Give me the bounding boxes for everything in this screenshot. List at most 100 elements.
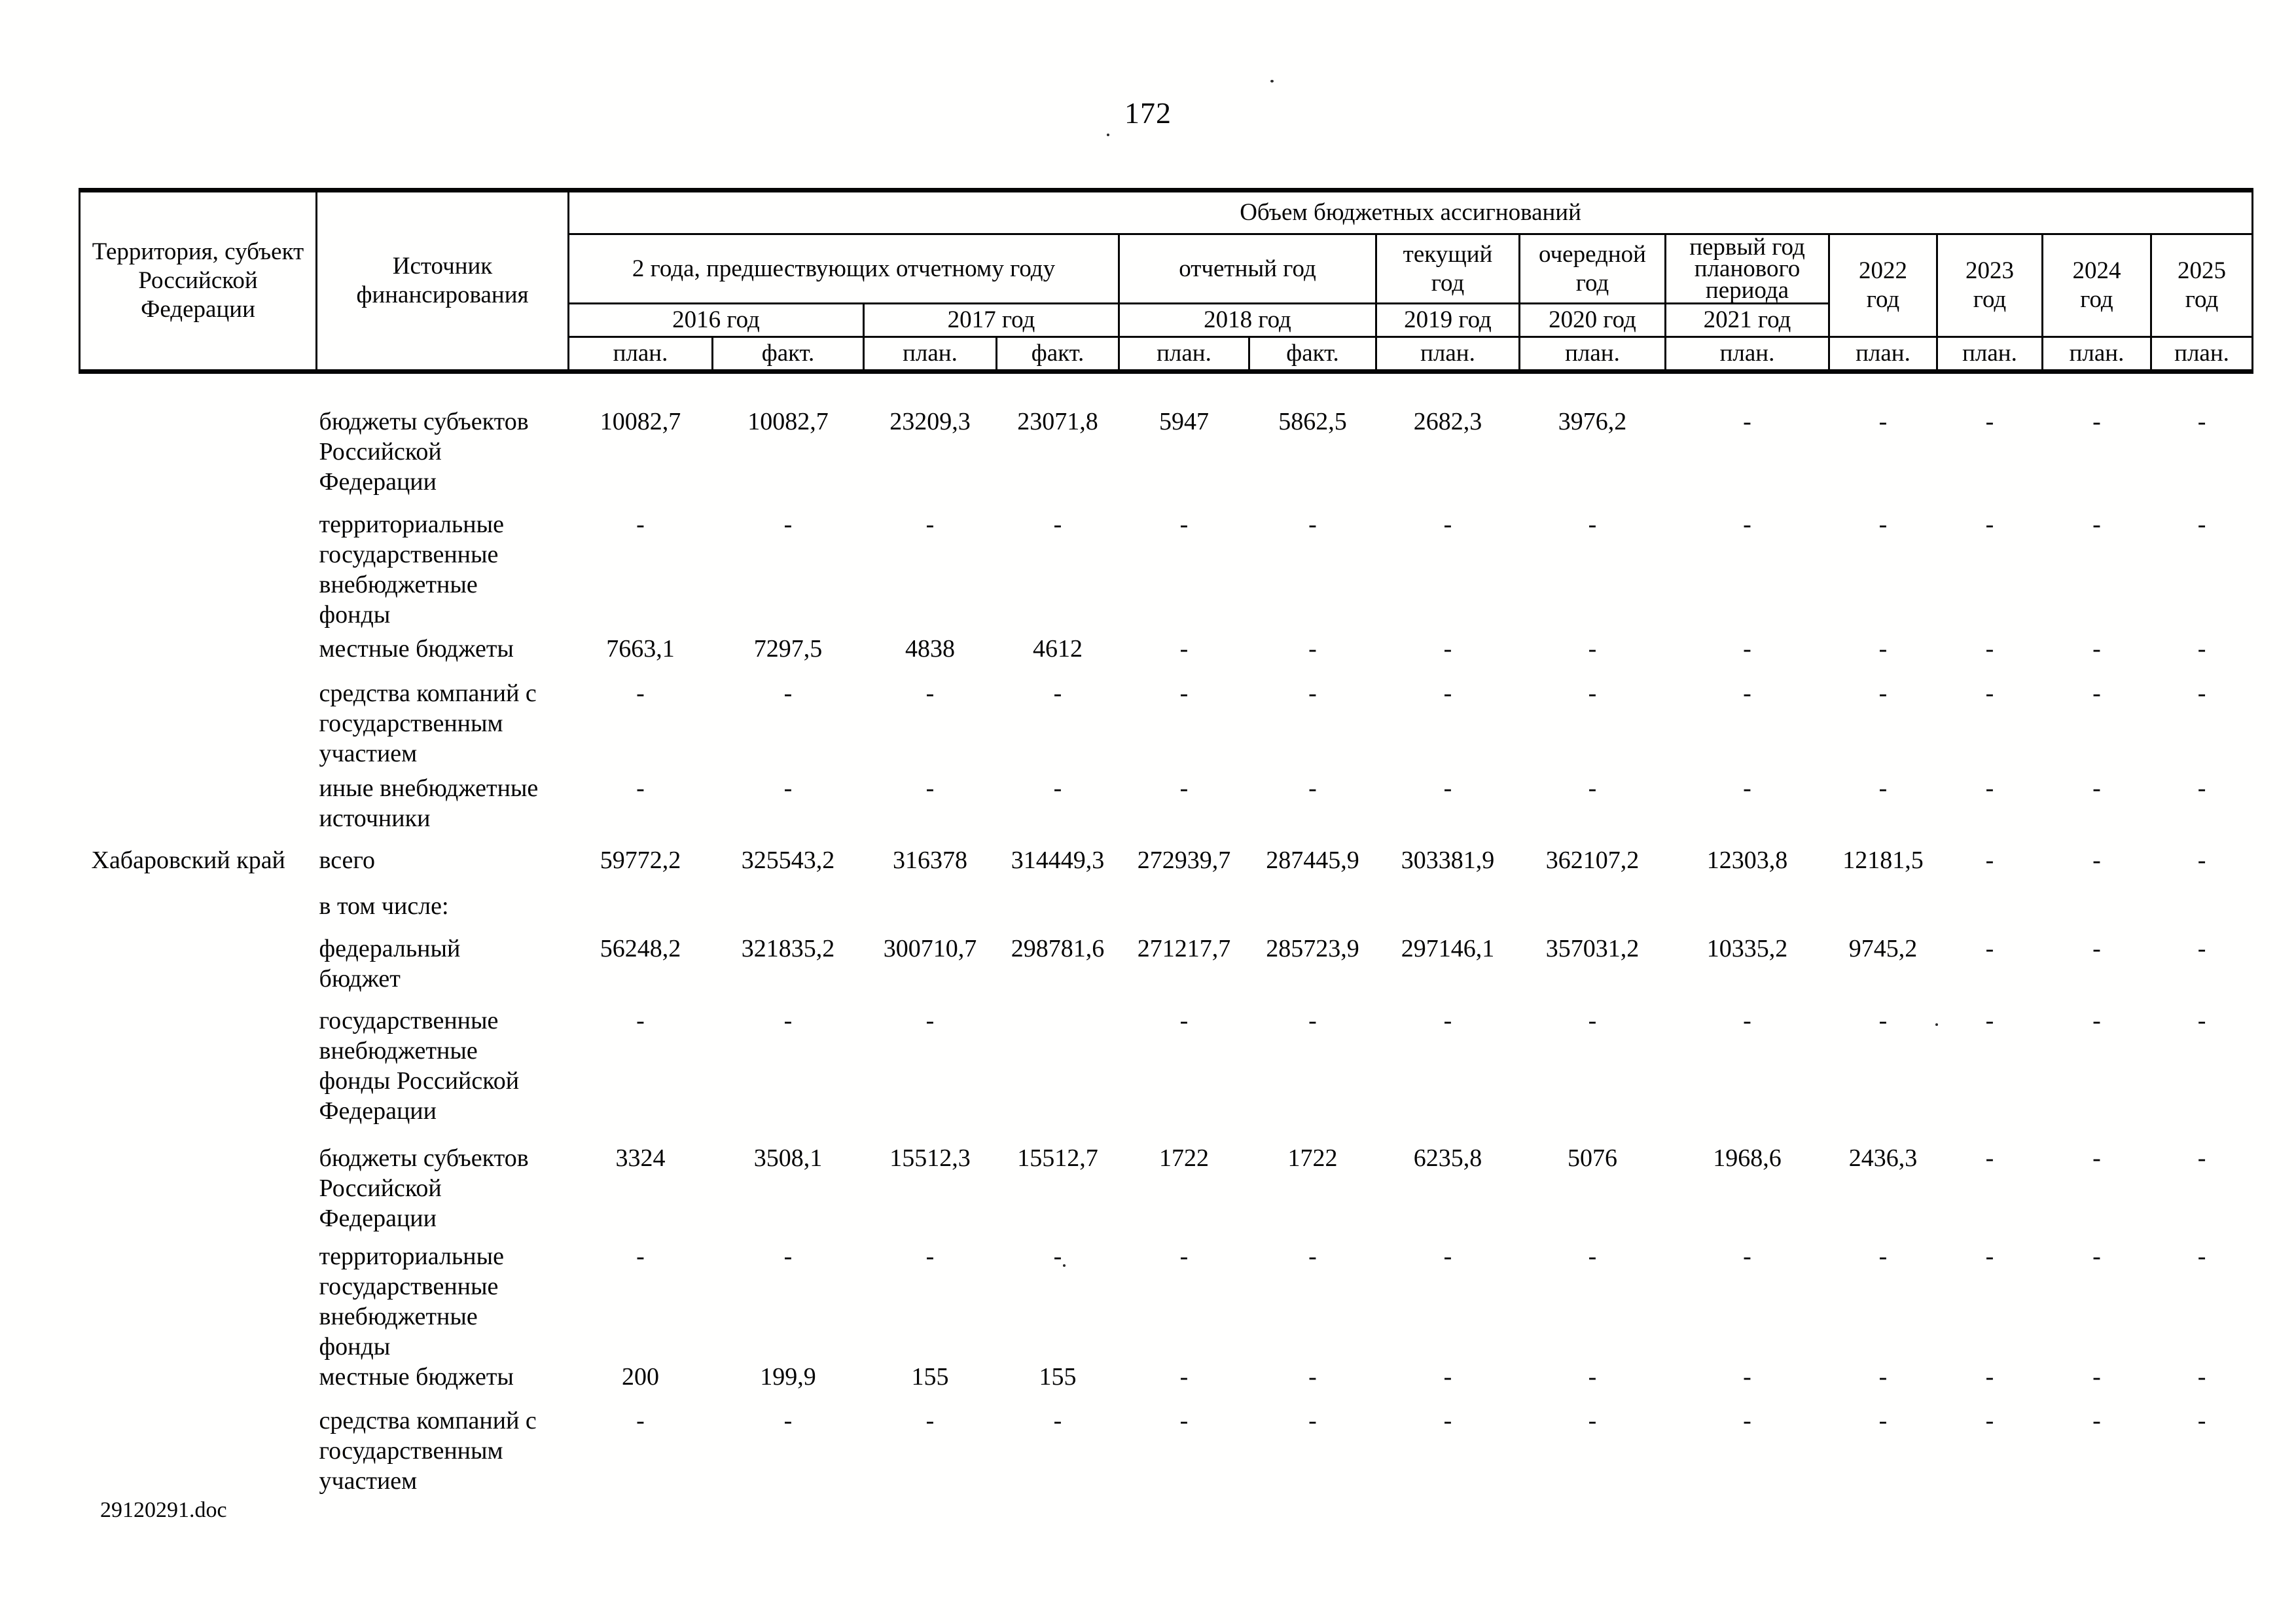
value-cell: - xyxy=(1588,679,1597,707)
value-cell: 23071,8 xyxy=(1017,408,1098,435)
region-cell xyxy=(80,1241,317,1362)
value-cell: 303381,9 xyxy=(1401,846,1495,874)
value-cell: 1722 xyxy=(1287,1144,1338,1172)
value-cell: - xyxy=(1985,1144,1994,1172)
header-year-2025: 2025 год xyxy=(2149,233,2254,338)
value-cell: - xyxy=(1308,634,1317,663)
value-cell: 5947 xyxy=(1159,408,1209,435)
table-row: бюджеты субъектов Российской Федерации 33… xyxy=(80,1143,2253,1241)
value-cell: - xyxy=(2092,774,2101,802)
value-cell: - xyxy=(1743,1242,1751,1270)
value-cell: 3508,1 xyxy=(753,1144,823,1172)
value-cell: - xyxy=(925,1242,935,1270)
value-cell: - xyxy=(1878,1006,1888,1034)
value-cell: 5862,5 xyxy=(1278,408,1347,435)
value-cell: - xyxy=(1985,1242,1994,1270)
value-cell: 287445,9 xyxy=(1266,846,1359,874)
value-cell: - xyxy=(1443,1006,1452,1034)
document-filename: 29120291.doc xyxy=(100,1498,227,1522)
value-cell: 9745,2 xyxy=(1848,934,1918,962)
header-plan-fact-cell: план. xyxy=(863,336,997,374)
value-cell: - xyxy=(1878,679,1888,707)
table-row: Хабаровский край всего 59772,2 325543,2 3163… xyxy=(80,845,2253,891)
value-cell: - xyxy=(1878,1406,1888,1434)
value-cell: - xyxy=(1743,408,1751,435)
value-cell: 321835,2 xyxy=(741,934,835,962)
value-cell: - xyxy=(1985,1406,1994,1434)
value-cell: - xyxy=(1588,634,1597,663)
value-cell: 7297,5 xyxy=(753,634,823,663)
source-cell: в том числе: xyxy=(319,892,449,920)
header-plan-fact-cell: план. xyxy=(2041,336,2152,374)
value-cell: - xyxy=(1308,1362,1317,1391)
value-cell: - xyxy=(2092,1144,2101,1172)
value-cell: - xyxy=(2092,1362,2101,1391)
header-plan-fact-cell: факт. xyxy=(996,336,1120,374)
source-cell: бюджеты субъектов Российской Федерации xyxy=(319,408,529,496)
value-cell: - xyxy=(1179,679,1189,707)
header-source: Источник финансирования xyxy=(315,188,569,374)
value-cell: - xyxy=(1588,1006,1597,1034)
value-cell: - xyxy=(2092,634,2101,663)
value-cell: - xyxy=(1588,774,1597,802)
source-cell: местные бюджеты xyxy=(319,634,514,663)
value-cell: 10082,7 xyxy=(600,408,681,435)
value-cell: - xyxy=(1743,774,1751,802)
value-cell: - xyxy=(1179,634,1189,663)
value-cell: - xyxy=(1443,1406,1452,1434)
value-cell: 7663,1 xyxy=(606,634,675,663)
region-cell xyxy=(80,773,317,845)
table-row: местные бюджеты 200 199,9 155 155 - - - - - - - - - xyxy=(80,1362,2253,1406)
value-cell: - xyxy=(1053,1242,1062,1270)
value-cell: - xyxy=(925,510,935,538)
value-cell: - xyxy=(636,1242,645,1270)
value-cell: - xyxy=(783,1006,793,1034)
header-plan-fact-cell: план. xyxy=(1118,336,1250,374)
value-cell: - xyxy=(1985,679,1994,707)
value-cell: 314449,3 xyxy=(1011,846,1105,874)
value-cell: 297146,1 xyxy=(1401,934,1495,962)
value-cell: 362107,2 xyxy=(1545,846,1640,874)
header-plan-fact-cell: план. xyxy=(2149,336,2254,374)
header-plan-fact-cell: план. xyxy=(1936,336,2043,374)
region-cell xyxy=(80,372,317,509)
value-cell: - xyxy=(1308,1406,1317,1434)
value-cell: - xyxy=(1985,934,1994,962)
value-cell: - xyxy=(1053,510,1062,538)
value-cell: - xyxy=(1985,510,1994,538)
value-cell: - xyxy=(783,1242,793,1270)
value-cell: - xyxy=(1588,510,1597,538)
value-cell: 285723,9 xyxy=(1266,934,1359,962)
value-cell: - xyxy=(1443,1362,1452,1391)
value-cell: - xyxy=(1743,1006,1751,1034)
value-cell: - xyxy=(1443,634,1452,663)
value-cell: - xyxy=(1308,510,1317,538)
value-cell: - xyxy=(2197,679,2206,707)
table-row: бюджеты субъектов Российской Федерации 10… xyxy=(80,372,2253,509)
value-cell: - xyxy=(2092,934,2101,962)
source-cell: государственные внебюджетные фонды Росси… xyxy=(319,1006,520,1125)
value-cell: - xyxy=(1179,1406,1189,1434)
value-cell xyxy=(569,891,713,934)
header-year-2024: 2024 год xyxy=(2041,233,2152,338)
value-cell: - xyxy=(2197,846,2206,874)
value-cell: 12181,5 xyxy=(1842,846,1924,874)
value-cell: 155 xyxy=(911,1362,949,1391)
value-cell: 357031,2 xyxy=(1545,934,1640,962)
value-cell: 272939,7 xyxy=(1137,846,1231,874)
value-cell: - xyxy=(1308,679,1317,707)
scan-speckle xyxy=(1063,1264,1066,1267)
region-cell xyxy=(80,1006,317,1143)
value-cell: - xyxy=(925,1006,935,1034)
value-cell: 271217,7 xyxy=(1137,934,1231,962)
region-cell: Хабаровский край xyxy=(91,846,285,874)
value-cell: - xyxy=(2197,634,2206,663)
value-cell xyxy=(1119,891,1249,934)
value-cell: - xyxy=(1588,1406,1597,1434)
source-cell: территориальные государственные внебюдже… xyxy=(319,1242,504,1360)
value-cell: 6235,8 xyxy=(1413,1144,1482,1172)
value-cell: 4612 xyxy=(1033,634,1083,663)
table-row: местные бюджеты 7663,1 7297,5 4838 4612 - - - - -… xyxy=(80,634,2253,678)
value-cell: 200 xyxy=(622,1362,659,1391)
